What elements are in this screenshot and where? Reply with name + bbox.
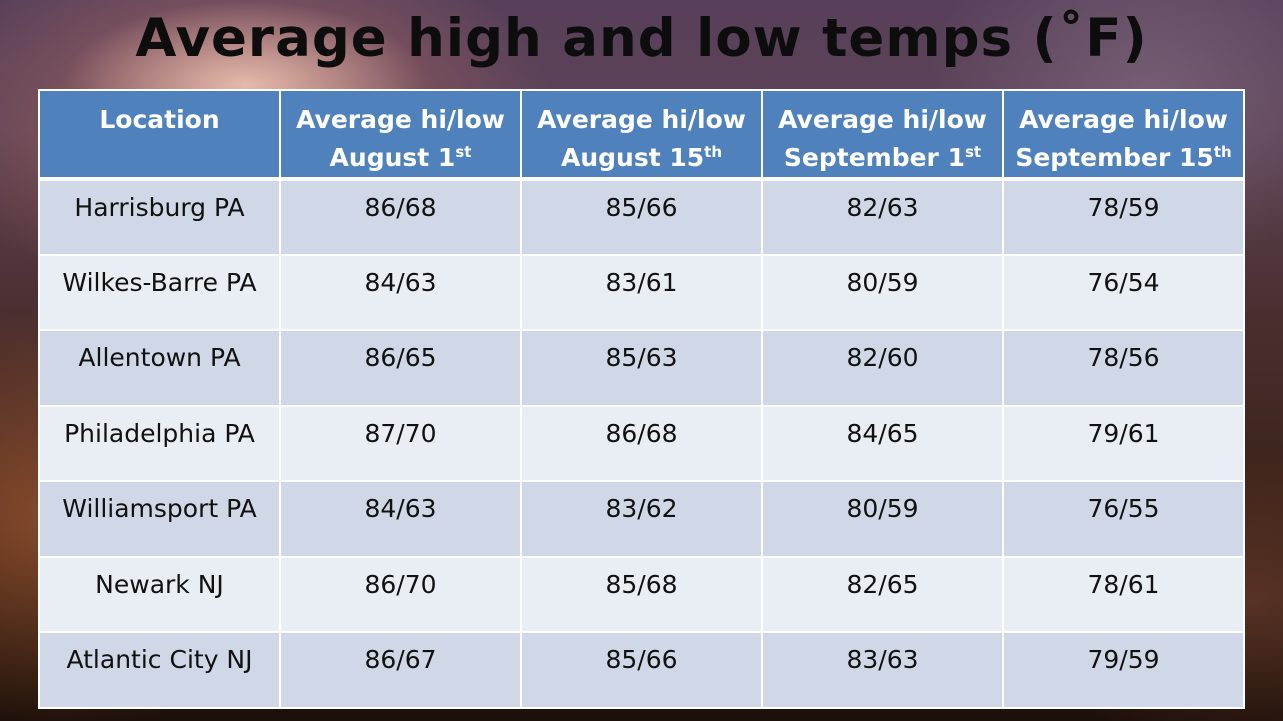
temp-cell: 86/70 bbox=[279, 555, 522, 634]
temp-cell: 85/66 bbox=[520, 631, 763, 709]
temp-cell: 84/63 bbox=[279, 480, 522, 558]
location-cell: Atlantic City NJ bbox=[38, 631, 281, 709]
header-label: Average hi/low bbox=[296, 105, 505, 134]
location-cell: Williamsport PA bbox=[38, 480, 281, 558]
table-row: Newark NJ 86/70 85/68 82/65 78/61 bbox=[38, 555, 1245, 634]
temp-cell: 85/68 bbox=[520, 555, 763, 634]
temp-cell: 85/66 bbox=[520, 178, 763, 256]
temp-cell: 84/63 bbox=[279, 253, 522, 332]
table-row: Philadelphia PA 87/70 86/68 84/65 79/61 bbox=[38, 404, 1245, 483]
temperature-table: Location Average hi/low August 1st Avera… bbox=[38, 89, 1245, 709]
temp-cell: 83/62 bbox=[520, 480, 763, 558]
header-ordinal: st bbox=[964, 143, 982, 161]
header-date: September 1 bbox=[783, 143, 965, 172]
header-date: August 1 bbox=[329, 143, 456, 172]
temp-cell: 79/59 bbox=[1002, 631, 1245, 709]
table-row: Atlantic City NJ 86/67 85/66 83/63 79/59 bbox=[38, 631, 1245, 709]
temp-cell: 80/59 bbox=[761, 480, 1004, 558]
header-label: Average hi/low bbox=[778, 105, 987, 134]
temp-cell: 83/63 bbox=[761, 631, 1004, 709]
table-header-row: Location Average hi/low August 1st Avera… bbox=[38, 89, 1245, 180]
table-row: Allentown PA 86/65 85/63 82/60 78/56 bbox=[38, 329, 1245, 407]
temp-cell: 86/68 bbox=[279, 178, 522, 256]
header-location: Location bbox=[38, 89, 281, 180]
temp-cell: 87/70 bbox=[279, 404, 522, 483]
temp-cell: 78/61 bbox=[1002, 555, 1245, 634]
slide-title: Average high and low temps (˚F) bbox=[135, 8, 1148, 69]
temp-cell: 78/59 bbox=[1002, 178, 1245, 256]
temp-cell: 84/65 bbox=[761, 404, 1004, 483]
temp-cell: 83/61 bbox=[520, 253, 763, 332]
location-cell: Wilkes-Barre PA bbox=[38, 253, 281, 332]
temp-cell: 85/63 bbox=[520, 329, 763, 407]
temp-cell: 78/56 bbox=[1002, 329, 1245, 407]
table-row: Harrisburg PA 86/68 85/66 82/63 78/59 bbox=[38, 178, 1245, 256]
location-cell: Philadelphia PA bbox=[38, 404, 281, 483]
header-august-1: Average hi/low August 1st bbox=[279, 89, 522, 180]
temp-cell: 82/63 bbox=[761, 178, 1004, 256]
header-ordinal: th bbox=[704, 143, 723, 161]
temp-cell: 76/55 bbox=[1002, 480, 1245, 558]
header-label: Average hi/low bbox=[537, 105, 746, 134]
location-cell: Allentown PA bbox=[38, 329, 281, 407]
header-date: September 15 bbox=[1015, 143, 1214, 172]
temp-cell: 86/65 bbox=[279, 329, 522, 407]
header-ordinal: th bbox=[1213, 143, 1232, 161]
temp-cell: 86/67 bbox=[279, 631, 522, 709]
header-date: August 15 bbox=[560, 143, 705, 172]
temp-cell: 82/65 bbox=[761, 555, 1004, 634]
temp-cell: 79/61 bbox=[1002, 404, 1245, 483]
temp-cell: 82/60 bbox=[761, 329, 1004, 407]
temp-cell: 86/68 bbox=[520, 404, 763, 483]
header-september-1: Average hi/low September 1st bbox=[761, 89, 1004, 180]
header-ordinal: st bbox=[455, 143, 472, 161]
header-label: Location bbox=[99, 105, 220, 134]
location-cell: Harrisburg PA bbox=[38, 178, 281, 256]
table-row: Williamsport PA 84/63 83/62 80/59 76/55 bbox=[38, 480, 1245, 558]
header-september-15: Average hi/low September 15th bbox=[1002, 89, 1245, 180]
table-row: Wilkes-Barre PA 84/63 83/61 80/59 76/54 bbox=[38, 253, 1245, 332]
temp-cell: 80/59 bbox=[761, 253, 1004, 332]
header-label: Average hi/low bbox=[1019, 105, 1228, 134]
location-cell: Newark NJ bbox=[38, 555, 281, 634]
temp-cell: 76/54 bbox=[1002, 253, 1245, 332]
header-august-15: Average hi/low August 15th bbox=[520, 89, 763, 180]
